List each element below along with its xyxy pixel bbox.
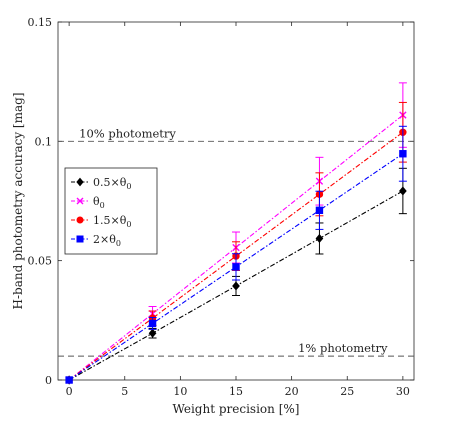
y-tick-label: 0.05 xyxy=(28,255,53,268)
series-1-point xyxy=(148,328,157,338)
series-1-point xyxy=(315,233,324,244)
x-tick-label: 0 xyxy=(66,385,73,398)
legend-marker xyxy=(76,235,84,243)
legend-label: 0.5×θ0 xyxy=(93,176,131,191)
legend-marker xyxy=(76,197,84,205)
series-4-point xyxy=(65,376,73,384)
x-tick-label: 15 xyxy=(229,385,243,398)
reference-line-label: 10% photometry xyxy=(79,126,176,140)
x-axis-label: Weight precision [%] xyxy=(173,402,300,416)
y-tick-label: 0.1 xyxy=(35,135,53,148)
legend-label: θ0 xyxy=(93,195,105,210)
legend-label: 1.5×θ0 xyxy=(93,214,131,229)
x-tick-label: 25 xyxy=(340,385,354,398)
series-4-point xyxy=(148,319,157,328)
y-tick-label: 0 xyxy=(45,374,52,387)
legend-label: 2×θ0 xyxy=(93,233,121,248)
legend-marker xyxy=(76,216,84,224)
series-4-point xyxy=(232,263,240,271)
legend-marker xyxy=(76,177,84,187)
x-tick-label: 10 xyxy=(173,385,187,398)
x-tick-label: 30 xyxy=(396,385,410,398)
y-axis-label: H-band photometry accuracy [mag] xyxy=(11,92,25,309)
series-4-point xyxy=(315,206,324,215)
series-4-point xyxy=(399,150,407,158)
x-tick-label: 5 xyxy=(121,385,128,398)
y-tick-label: 0.15 xyxy=(28,16,53,29)
series-1-point xyxy=(399,186,407,196)
series-1-point xyxy=(232,281,240,291)
reference-line-label: 1% photometry xyxy=(298,341,388,355)
x-tick-label: 20 xyxy=(285,385,299,398)
